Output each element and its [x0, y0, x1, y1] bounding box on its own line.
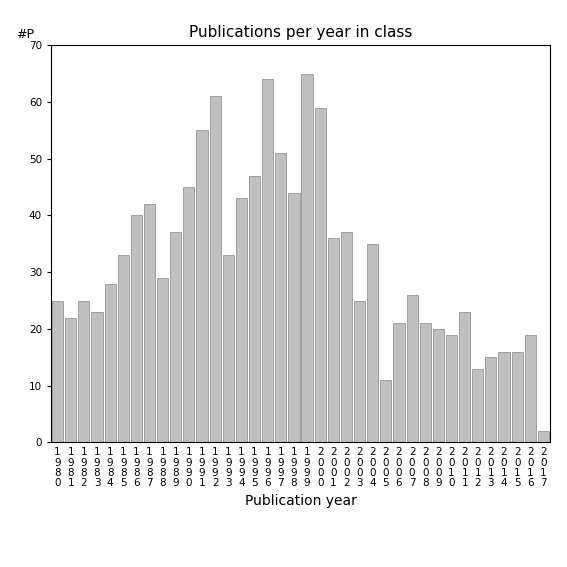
Bar	[118, 255, 129, 442]
Text: #P: #P	[16, 28, 34, 41]
Bar	[236, 198, 247, 442]
Bar	[65, 318, 77, 442]
Bar	[210, 96, 221, 442]
Bar	[341, 232, 352, 442]
Bar	[275, 153, 286, 442]
Bar	[131, 215, 142, 442]
Bar	[183, 187, 194, 442]
Bar	[78, 301, 90, 442]
Bar	[104, 284, 116, 442]
Bar	[380, 380, 391, 442]
Bar	[354, 301, 365, 442]
Bar	[328, 238, 339, 442]
Bar	[289, 193, 299, 442]
Bar	[315, 108, 326, 442]
Bar	[446, 335, 457, 442]
Bar	[262, 79, 273, 442]
Bar	[524, 335, 536, 442]
Bar	[433, 329, 444, 442]
Bar	[420, 323, 431, 442]
Bar	[393, 323, 405, 442]
Bar	[91, 312, 103, 442]
Bar	[459, 312, 470, 442]
Bar	[249, 176, 260, 442]
Bar	[302, 74, 312, 442]
X-axis label: Publication year: Publication year	[244, 494, 357, 508]
Bar	[485, 357, 497, 442]
Bar	[498, 352, 510, 442]
Bar	[52, 301, 63, 442]
Bar	[472, 369, 483, 442]
Bar	[196, 130, 208, 442]
Bar	[511, 352, 523, 442]
Bar	[538, 431, 549, 442]
Bar	[223, 255, 234, 442]
Bar	[170, 232, 181, 442]
Bar	[144, 204, 155, 442]
Bar	[157, 278, 168, 442]
Title: Publications per year in class: Publications per year in class	[189, 25, 412, 40]
Bar	[407, 295, 418, 442]
Bar	[367, 244, 378, 442]
